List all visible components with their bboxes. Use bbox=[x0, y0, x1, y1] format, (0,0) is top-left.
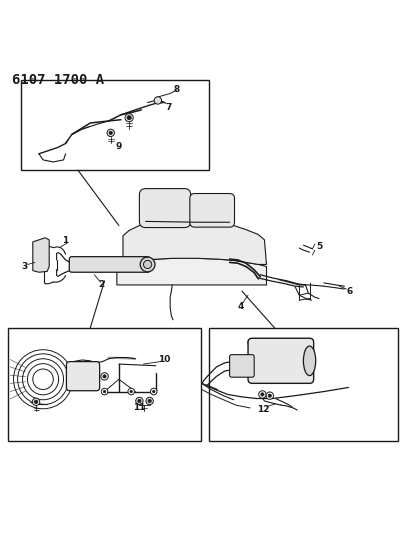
Circle shape bbox=[148, 399, 151, 402]
Circle shape bbox=[260, 393, 263, 396]
Circle shape bbox=[267, 394, 271, 397]
Bar bbox=[20, 80, 209, 170]
Circle shape bbox=[265, 392, 273, 399]
FancyBboxPatch shape bbox=[247, 338, 313, 383]
Text: 12: 12 bbox=[257, 405, 269, 414]
Bar bbox=[8, 328, 200, 441]
Ellipse shape bbox=[303, 346, 315, 376]
Text: 10: 10 bbox=[157, 356, 170, 365]
Text: 5: 5 bbox=[315, 243, 321, 252]
Circle shape bbox=[135, 397, 143, 405]
Circle shape bbox=[140, 257, 155, 272]
Polygon shape bbox=[117, 259, 266, 285]
Circle shape bbox=[128, 388, 134, 395]
Circle shape bbox=[143, 260, 151, 269]
Circle shape bbox=[109, 131, 112, 134]
FancyBboxPatch shape bbox=[229, 354, 254, 377]
Polygon shape bbox=[33, 238, 49, 272]
Circle shape bbox=[107, 129, 114, 136]
Circle shape bbox=[103, 375, 106, 378]
Circle shape bbox=[152, 390, 155, 393]
Text: 6: 6 bbox=[345, 287, 352, 296]
Circle shape bbox=[103, 390, 106, 393]
FancyBboxPatch shape bbox=[139, 189, 190, 228]
Circle shape bbox=[125, 114, 133, 122]
Text: 2: 2 bbox=[98, 280, 105, 289]
Text: 9: 9 bbox=[115, 142, 122, 151]
Circle shape bbox=[101, 388, 108, 395]
Polygon shape bbox=[123, 221, 266, 264]
Circle shape bbox=[127, 116, 131, 120]
Text: 8: 8 bbox=[173, 85, 179, 94]
Circle shape bbox=[130, 390, 132, 393]
FancyBboxPatch shape bbox=[189, 193, 234, 227]
Circle shape bbox=[258, 391, 265, 398]
FancyBboxPatch shape bbox=[66, 361, 99, 391]
FancyBboxPatch shape bbox=[69, 257, 150, 272]
Text: 6107 1700 A: 6107 1700 A bbox=[12, 73, 104, 87]
Circle shape bbox=[137, 399, 141, 402]
Circle shape bbox=[101, 373, 108, 380]
Text: 3: 3 bbox=[21, 262, 28, 271]
Circle shape bbox=[150, 388, 157, 395]
Circle shape bbox=[146, 397, 153, 405]
Text: 4: 4 bbox=[237, 302, 244, 311]
Bar bbox=[209, 328, 397, 441]
Circle shape bbox=[154, 97, 161, 104]
Circle shape bbox=[34, 400, 38, 403]
Text: 7: 7 bbox=[164, 103, 171, 112]
Circle shape bbox=[32, 398, 40, 406]
Text: 11: 11 bbox=[133, 403, 145, 413]
Text: 1: 1 bbox=[62, 236, 69, 245]
